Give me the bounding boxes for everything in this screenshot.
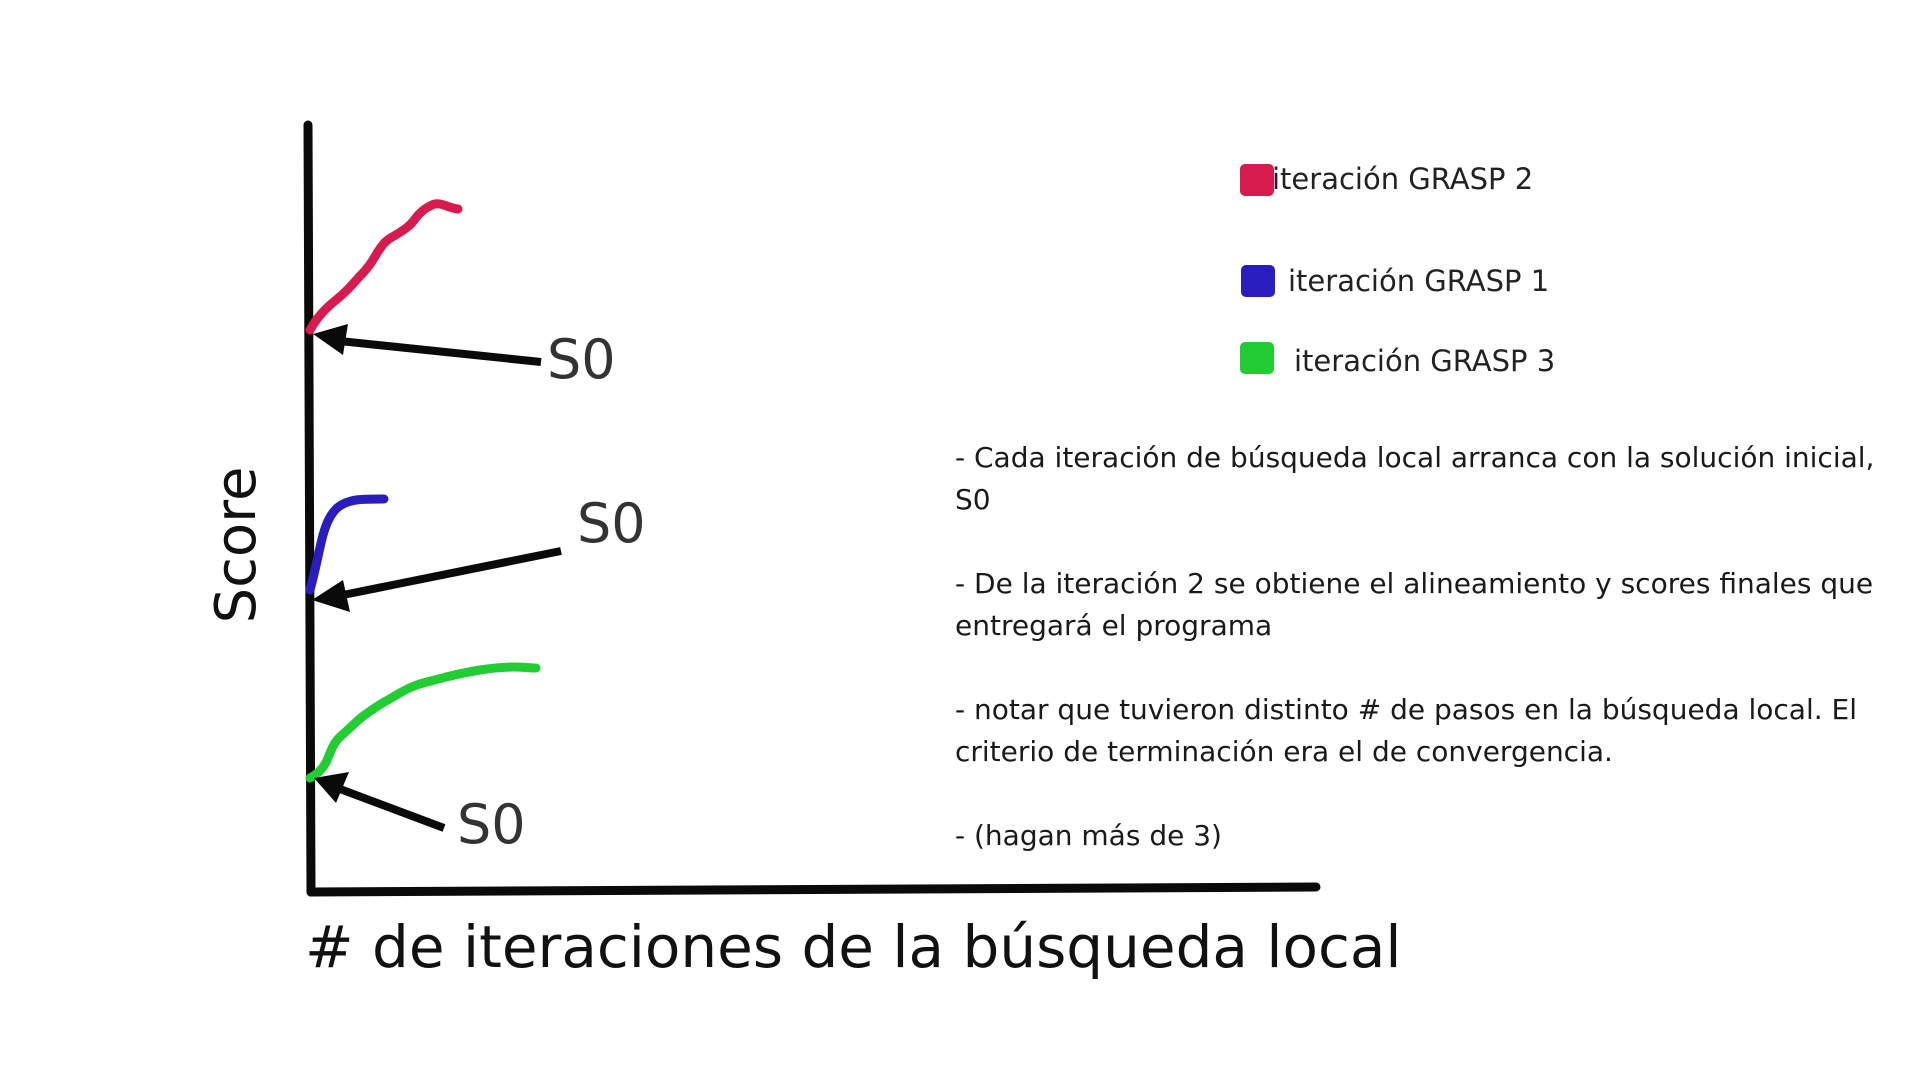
y-axis-title: Score bbox=[204, 466, 269, 624]
arrowhead-s0-grasp-1 bbox=[312, 580, 350, 612]
note-initial-solution: - Cada iteración de búsqueda local arran… bbox=[955, 441, 1875, 516]
arrow-s0-grasp-3 bbox=[330, 782, 446, 832]
s0-label-grasp-1: S0 bbox=[577, 492, 646, 555]
curve-grasp-2 bbox=[305, 199, 463, 335]
legend-label-grasp-1: iteración GRASP 1 bbox=[1288, 264, 1550, 298]
s0-label-grasp-2: S0 bbox=[547, 328, 616, 391]
y-axis-line bbox=[303, 120, 316, 897]
note-convergence: - notar que tuvieron distinto # de pasos… bbox=[955, 693, 1858, 768]
notes-block: - Cada iteración de búsqueda local arran… bbox=[955, 437, 1885, 899]
x-axis-title: # de iteraciones de la búsqueda local bbox=[305, 913, 1402, 981]
note-more-than-three: - (hagan más de 3) bbox=[955, 819, 1222, 852]
arrowhead-s0-grasp-3 bbox=[314, 772, 349, 803]
legend-swatch-grasp-2 bbox=[1240, 164, 1274, 196]
arrowhead-s0-grasp-2 bbox=[313, 324, 348, 355]
legend-swatch-grasp-1 bbox=[1241, 265, 1275, 297]
curve-grasp-3 bbox=[305, 662, 541, 783]
legend-swatch-grasp-3 bbox=[1240, 342, 1274, 374]
s0-label-grasp-3: S0 bbox=[457, 793, 526, 856]
legend-label-grasp-3: iteración GRASP 3 bbox=[1294, 344, 1556, 378]
arrow-s0-grasp-2 bbox=[329, 336, 542, 366]
curve-grasp-1 bbox=[305, 494, 389, 595]
x-axis-line bbox=[306, 882, 1321, 897]
note-final-result: - De la iteración 2 se obtiene el alinea… bbox=[955, 567, 1874, 642]
legend-label-grasp-2: iteración GRASP 2 bbox=[1272, 162, 1534, 196]
arrow-s0-grasp-1 bbox=[332, 547, 562, 601]
